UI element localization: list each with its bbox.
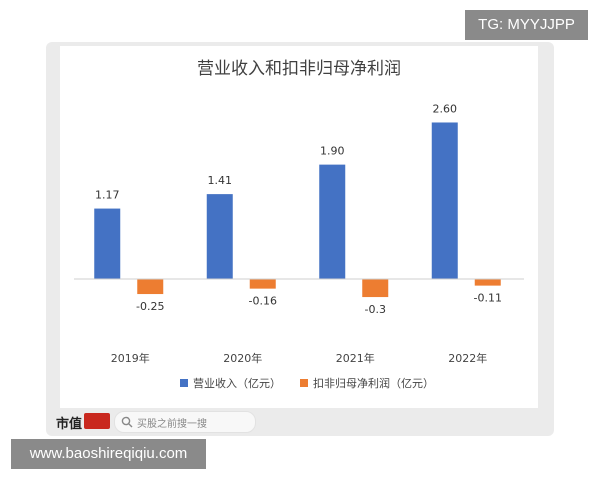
watermark-bottom-left: www.baoshireqiqiu.com (11, 439, 206, 469)
revenue-data-label: 1.17 (95, 189, 120, 202)
legend-swatch-revenue (180, 379, 188, 387)
brand-bar: 市值 买股之前搜一搜 (52, 410, 552, 434)
legend: 营业收入（亿元） 扣非归母净利润（亿元） (180, 376, 434, 390)
legend-label-revenue: 营业收入（亿元） (193, 376, 281, 390)
chart-title: 营业收入和扣非归母净利润 (197, 59, 401, 79)
net-profit-bar (362, 279, 389, 298)
watermark-top-right: TG: MYYJJPP (465, 10, 588, 40)
revenue-bar (206, 194, 233, 279)
x-tick-label: 2021年 (336, 351, 375, 365)
revenue-data-label: 1.41 (208, 174, 233, 187)
net-profit-data-label: -0.16 (249, 295, 277, 308)
net-profit-data-label: -0.25 (136, 300, 164, 313)
brand-name: 市值 (56, 417, 83, 432)
revenue-bar (431, 122, 458, 279)
net-profit-bar (137, 279, 164, 295)
legend-label-net-profit: 扣非归母净利润（亿元） (313, 376, 434, 390)
revenue-data-label: 2.60 (433, 102, 458, 115)
labels-layer: 1.17 -0.25 2019年 1.41 -0.16 2020年 1.90 -0.3 2021… (95, 102, 502, 365)
x-tick-label: 2022年 (448, 351, 487, 365)
revenue-bar (319, 164, 346, 279)
bar-chart: 营业收入和扣非归母净利润 1.17 -0.25 2019年 1.41 -0.16 2020… (74, 59, 524, 390)
net-profit-bar (474, 279, 501, 286)
brand-logo-seal (84, 413, 110, 429)
net-profit-data-label: -0.11 (474, 292, 502, 305)
legend-swatch-net-profit (300, 379, 308, 387)
chart-area: 营业收入和扣非归母净利润 1.17 -0.25 2019年 1.41 -0.16 2020… (60, 46, 538, 408)
bars-layer (94, 122, 501, 298)
search-icon (121, 416, 133, 428)
revenue-data-label: 1.90 (320, 145, 345, 158)
net-profit-data-label: -0.3 (365, 303, 386, 316)
x-tick-label: 2020年 (223, 351, 262, 365)
search-placeholder: 买股之前搜一搜 (137, 419, 207, 430)
net-profit-bar (249, 279, 276, 289)
x-tick-label: 2019年 (111, 351, 150, 365)
search-box[interactable]: 买股之前搜一搜 (114, 411, 256, 433)
revenue-bar (94, 208, 121, 279)
